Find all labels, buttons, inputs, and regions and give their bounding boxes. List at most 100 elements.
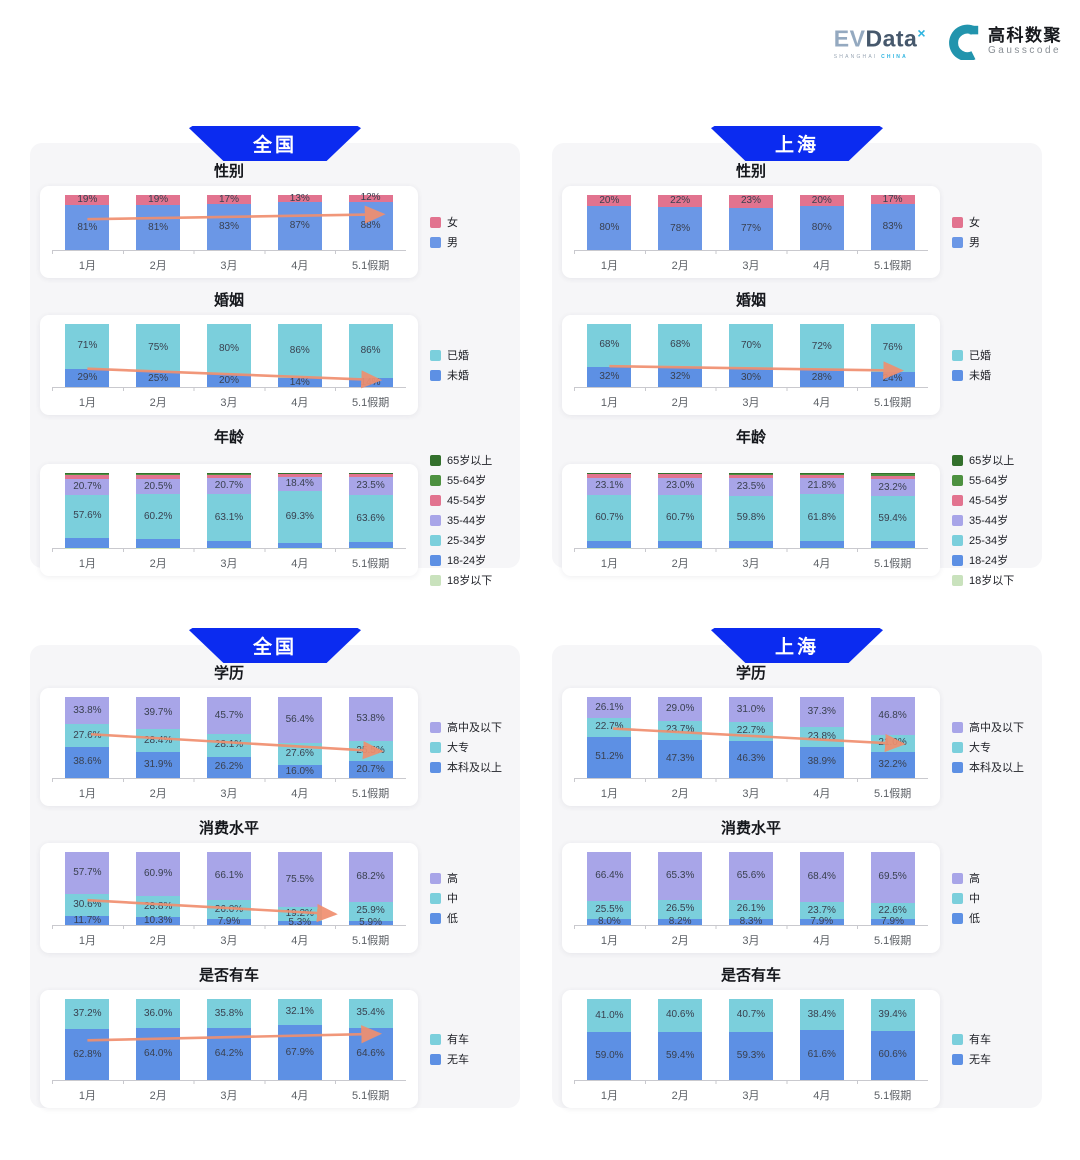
bar-segment-女[interactable]: 23% <box>728 195 773 208</box>
stacked-bar[interactable]: 20% 80% <box>206 324 251 387</box>
legend-item-高[interactable]: 高 <box>430 870 510 886</box>
bar-segment-中[interactable]: 25.5% <box>587 900 632 920</box>
bar-segment-已婚[interactable]: 68% <box>587 324 632 367</box>
bar-segment-女[interactable]: 20% <box>799 195 844 206</box>
bar-segment-大专[interactable]: 22.7% <box>728 722 773 741</box>
bar-segment-18-24岁[interactable] <box>277 543 322 548</box>
bar-segment-中[interactable]: 19.2% <box>277 907 322 922</box>
bar-segment-55-64岁[interactable] <box>65 473 110 476</box>
legend-item-有车[interactable]: 有车 <box>430 1031 510 1047</box>
bar-segment-18-24岁[interactable] <box>136 539 181 548</box>
bar-segment-35-44岁[interactable]: 18.4% <box>277 477 322 492</box>
bar-segment-25-34岁[interactable]: 59.4% <box>870 496 915 542</box>
bar-segment-55-64岁[interactable] <box>348 473 393 475</box>
stacked-bar[interactable]: 64.6% 35.4% <box>348 999 393 1080</box>
bar-segment-无车[interactable]: 64.6% <box>348 1027 393 1080</box>
legend-item-男[interactable]: 男 <box>430 234 510 250</box>
bar-segment-低[interactable]: 8.2% <box>658 917 703 927</box>
bar-segment-已婚[interactable]: 76% <box>870 324 915 372</box>
legend-item-65岁以上[interactable]: 65岁以上 <box>430 452 510 468</box>
bar-segment-55-64岁[interactable] <box>658 473 703 475</box>
bar-segment-低[interactable]: 5.9% <box>348 917 393 927</box>
bar-segment-男[interactable]: 83% <box>206 204 251 250</box>
legend-item-18-24岁[interactable]: 18-24岁 <box>430 552 510 568</box>
bar-segment-男[interactable]: 81% <box>136 205 181 250</box>
stacked-bar[interactable]: 31.9% 28.4% 39.7% <box>136 697 181 778</box>
bar-segment-55-64岁[interactable] <box>870 473 915 476</box>
stacked-bar[interactable]: 8.2% 26.5% 65.3% <box>658 852 703 927</box>
legend-item-35-44岁[interactable]: 35-44岁 <box>952 512 1032 528</box>
bar-segment-未婚[interactable]: 20% <box>206 374 251 387</box>
bar-segment-有车[interactable]: 38.4% <box>799 999 844 1031</box>
bar-segment-中[interactable]: 22.6% <box>870 902 915 920</box>
bar-segment-男[interactable]: 87% <box>277 202 322 250</box>
bar-segment-25-34岁[interactable]: 61.8% <box>799 494 844 541</box>
bar-segment-35-44岁[interactable]: 23.2% <box>870 479 915 497</box>
stacked-bar[interactable]: 62.8% 37.2% <box>65 999 110 1080</box>
stacked-bar[interactable]: 78% 22% <box>658 195 703 250</box>
bar-segment-本科及以上[interactable]: 38.6% <box>65 746 110 778</box>
stacked-bar[interactable]: 28% 72% <box>799 324 844 387</box>
bar-segment-18-24岁[interactable] <box>870 541 915 548</box>
bar-segment-男[interactable]: 80% <box>587 206 632 250</box>
stacked-bar[interactable]: 20.7% 25.5% 53.8% <box>348 697 393 778</box>
legend-item-中[interactable]: 中 <box>952 890 1032 906</box>
stacked-bar[interactable]: 87% 13% <box>277 193 322 250</box>
stacked-bar[interactable]: 32% 68% <box>658 324 703 387</box>
stacked-bar[interactable]: 46.3% 22.7% 31.0% <box>728 697 773 778</box>
stacked-bar[interactable]: 8.3% 26.1% 65.6% <box>728 852 773 926</box>
bar-segment-25-34岁[interactable]: 60.2% <box>136 494 181 540</box>
bar-segment-未婚[interactable]: 32% <box>658 366 703 387</box>
bar-segment-高中及以下[interactable]: 53.8% <box>348 697 393 741</box>
bar-segment-高[interactable]: 60.9% <box>136 852 181 897</box>
bar-segment-高中及以下[interactable]: 45.7% <box>206 697 251 735</box>
stacked-bar[interactable]: 59.0% 41.0% <box>587 999 632 1080</box>
bar-segment-高中及以下[interactable]: 29.0% <box>658 697 703 721</box>
bar-segment-低[interactable]: 7.9% <box>206 917 251 927</box>
bar-segment-有车[interactable]: 39.4% <box>870 999 915 1031</box>
bar-segment-25-34岁[interactable]: 59.8% <box>728 495 773 541</box>
bar-segment-女[interactable]: 22% <box>658 195 703 208</box>
stacked-bar[interactable]: 30% 70% <box>728 324 773 387</box>
bar-segment-55-64岁[interactable] <box>728 473 773 475</box>
stacked-bar[interactable]: 5.9% 25.9% 68.2% <box>348 852 393 927</box>
legend-item-55-64岁[interactable]: 55-64岁 <box>952 472 1032 488</box>
legend-item-35-44岁[interactable]: 35-44岁 <box>430 512 510 528</box>
bar-segment-中[interactable]: 25.9% <box>348 901 393 921</box>
bar-segment-高中及以下[interactable]: 26.1% <box>587 697 632 719</box>
bar-segment-45-54岁[interactable] <box>658 474 703 478</box>
bar-segment-高中及以下[interactable]: 39.7% <box>136 697 181 730</box>
bar-segment-有车[interactable]: 36.0% <box>136 999 181 1029</box>
bar-segment-65岁以上[interactable] <box>136 473 181 474</box>
bar-segment-本科及以上[interactable]: 31.9% <box>136 752 181 778</box>
stacked-bar[interactable]: 59.4% 23.2% <box>870 473 915 548</box>
bar-segment-低[interactable]: 10.3% <box>136 916 181 926</box>
stacked-bar[interactable]: 32% 68% <box>587 324 632 387</box>
stacked-bar[interactable]: 61.6% 38.4% <box>799 999 844 1080</box>
bar-segment-男[interactable]: 81% <box>65 205 110 250</box>
legend-item-本科及以上[interactable]: 本科及以上 <box>430 759 510 775</box>
bar-segment-有车[interactable]: 40.7% <box>728 999 773 1032</box>
bar-segment-45-54岁[interactable] <box>348 474 393 478</box>
bar-segment-45-54岁[interactable] <box>277 474 322 478</box>
stacked-bar[interactable]: 16.0% 27.6% 56.4% <box>277 697 322 778</box>
stacked-bar[interactable]: 25% 75% <box>136 324 181 387</box>
bar-segment-35-44岁[interactable]: 20.7% <box>65 479 110 495</box>
bar-segment-本科及以上[interactable]: 16.0% <box>277 765 322 778</box>
legend-item-无车[interactable]: 无车 <box>952 1051 1032 1067</box>
bar-segment-未婚[interactable]: 30% <box>728 368 773 387</box>
bar-segment-无车[interactable]: 60.6% <box>870 1030 915 1080</box>
bar-segment-高[interactable]: 66.1% <box>206 852 251 901</box>
legend-item-高[interactable]: 高 <box>952 870 1032 886</box>
bar-segment-有车[interactable]: 35.4% <box>348 999 393 1028</box>
legend-item-低[interactable]: 低 <box>430 910 510 926</box>
bar-segment-女[interactable]: 17% <box>206 194 251 205</box>
legend-item-已婚[interactable]: 已婚 <box>430 347 510 363</box>
bar-segment-中[interactable]: 23.7% <box>799 901 844 920</box>
bar-segment-中[interactable]: 26.1% <box>728 899 773 919</box>
bar-segment-大专[interactable]: 21.0% <box>870 734 915 752</box>
bar-segment-大专[interactable]: 25.5% <box>348 740 393 762</box>
bar-segment-高中及以下[interactable]: 31.0% <box>728 697 773 723</box>
legend-item-大专[interactable]: 大专 <box>430 739 510 755</box>
bar-segment-男[interactable]: 78% <box>658 207 703 250</box>
